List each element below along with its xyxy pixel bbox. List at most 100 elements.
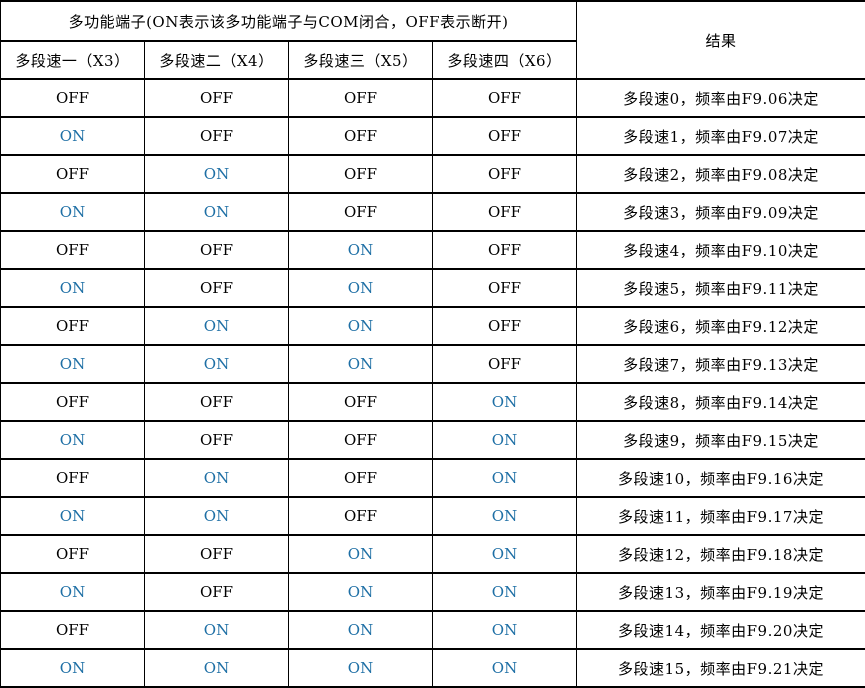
subheader-multispeed-4-x6: 多段速四（X6） [433,41,577,79]
result-cell: 多段速13，频率由F9.19决定 [577,573,865,611]
terminal-state-off: OFF [433,193,577,231]
terminal-state-on: ON [145,155,289,193]
terminal-state-on: ON [1,573,145,611]
terminal-state-on: ON [289,231,433,269]
result-cell: 多段速10，频率由F9.16决定 [577,459,865,497]
result-cell: 多段速6，频率由F9.12决定 [577,307,865,345]
terminal-state-on: ON [145,345,289,383]
terminal-state-off: OFF [145,535,289,573]
terminal-state-on: ON [433,497,577,535]
terminal-state-on: ON [1,421,145,459]
terminal-state-off: OFF [289,117,433,155]
terminal-state-on: ON [1,193,145,231]
terminal-state-off: OFF [1,383,145,421]
header-row-main: 多功能端子(ON表示该多功能端子与COM闭合，OFF表示断开) 结果 [1,1,865,41]
terminal-state-on: ON [433,459,577,497]
terminal-state-on: ON [1,269,145,307]
terminal-state-off: OFF [145,421,289,459]
terminal-state-off: OFF [1,535,145,573]
result-cell: 多段速14，频率由F9.20决定 [577,611,865,649]
result-cell: 多段速2，频率由F9.08决定 [577,155,865,193]
terminal-state-on: ON [433,573,577,611]
terminal-state-off: OFF [289,193,433,231]
result-cell: 多段速0，频率由F9.06决定 [577,79,865,117]
terminal-state-on: ON [289,535,433,573]
terminal-state-on: ON [289,307,433,345]
terminal-state-off: OFF [289,421,433,459]
terminal-state-off: OFF [1,459,145,497]
terminal-state-on: ON [289,649,433,687]
terminal-state-off: OFF [1,155,145,193]
terminal-state-off: OFF [145,573,289,611]
result-cell: 多段速12，频率由F9.18决定 [577,535,865,573]
terminal-state-on: ON [1,117,145,155]
terminal-state-on: ON [1,345,145,383]
terminal-state-off: OFF [1,307,145,345]
terminal-state-on: ON [433,383,577,421]
terminal-state-on: ON [289,573,433,611]
terminal-state-off: OFF [145,269,289,307]
terminal-state-on: ON [1,497,145,535]
terminal-state-off: OFF [145,231,289,269]
terminal-state-on: ON [433,649,577,687]
result-cell: 多段速4，频率由F9.10决定 [577,231,865,269]
terminal-state-off: OFF [145,383,289,421]
terminal-state-off: OFF [433,117,577,155]
subheader-multispeed-1-x3: 多段速一（X3） [1,41,145,79]
terminal-state-off: OFF [433,79,577,117]
result-cell: 多段速1，频率由F9.07决定 [577,117,865,155]
result-cell: 多段速5，频率由F9.11决定 [577,269,865,307]
terminal-state-on: ON [289,611,433,649]
terminal-state-off: OFF [289,155,433,193]
terminal-state-on: ON [145,193,289,231]
terminal-state-off: OFF [433,231,577,269]
terminal-state-on: ON [433,421,577,459]
terminal-state-on: ON [145,649,289,687]
result-cell: 多段速9，频率由F9.15决定 [577,421,865,459]
subheader-multispeed-2-x4: 多段速二（X4） [145,41,289,79]
terminal-state-off: OFF [433,345,577,383]
terminal-state-off: OFF [433,269,577,307]
terminal-state-off: OFF [1,79,145,117]
result-cell: 多段速7，频率由F9.13决定 [577,345,865,383]
subheader-multispeed-3-x5: 多段速三（X5） [289,41,433,79]
terminal-state-on: ON [145,611,289,649]
result-cell: 多段速15，频率由F9.21决定 [577,649,865,687]
terminal-state-on: ON [145,459,289,497]
terminal-state-off: OFF [289,459,433,497]
terminal-state-on: ON [145,497,289,535]
terminal-state-off: OFF [289,79,433,117]
terminal-state-on: ON [289,269,433,307]
terminal-state-off: OFF [145,117,289,155]
terminal-state-on: ON [289,345,433,383]
terminal-state-on: ON [1,649,145,687]
terminal-state-on: ON [433,535,577,573]
terminal-state-on: ON [433,611,577,649]
terminals-header-title: 多功能端子(ON表示该多功能端子与COM闭合，OFF表示断开) [1,1,577,41]
terminal-state-off: OFF [289,383,433,421]
terminal-state-off: OFF [145,79,289,117]
terminal-state-off: OFF [433,307,577,345]
result-cell: 多段速11，频率由F9.17决定 [577,497,865,535]
terminal-state-off: OFF [1,231,145,269]
terminal-state-off: OFF [433,155,577,193]
terminal-state-off: OFF [1,611,145,649]
result-cell: 多段速8，频率由F9.14决定 [577,383,865,421]
terminal-state-off: OFF [289,497,433,535]
terminal-state-on: ON [145,307,289,345]
